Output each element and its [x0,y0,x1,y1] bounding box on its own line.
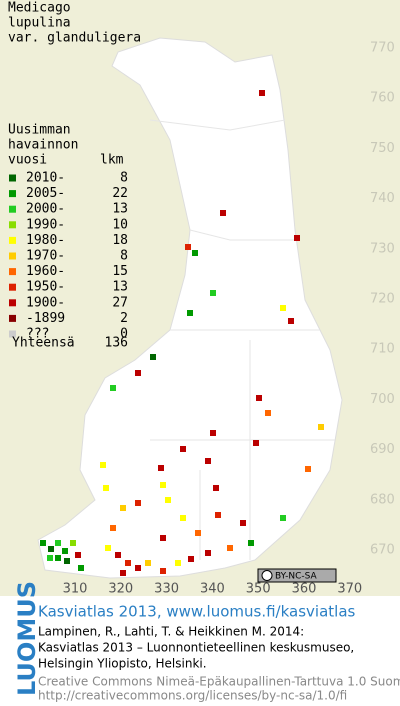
northing-label: 750 [370,141,395,156]
legend-swatch [9,252,16,260]
region-borders [149,119,335,560]
easting-label: 350 [246,582,271,597]
legend-count: 13 [112,202,128,217]
footer-background [0,596,400,702]
logo: LUOMUS [13,581,41,696]
finland-outline [37,37,343,579]
legend-label: 2005- [26,186,65,201]
legend-count: 22 [112,186,128,201]
citation-line: Kasviatlas 2013 – Luonnontieteellinen ke… [38,641,354,655]
legend-swatch [9,283,16,291]
citation-line: Helsingin Yliopisto, Helsinki. [38,657,207,671]
legend-label: 1960- [26,264,65,279]
badge-text: BY-NC-SA [275,572,318,582]
license-badge: BY-NC-SA [257,568,337,583]
license-line: Creative Commons Nimeä-Epäkaupallinen-Ta… [38,675,400,689]
legend-count: 8 [120,249,128,264]
legend-count: 18 [112,233,128,248]
northing-label: 680 [370,492,395,507]
legend-label: 2010- [26,171,65,186]
title-line: lupulina [8,16,71,31]
northing-label: 700 [370,392,395,407]
legend-label: ??? [26,327,49,342]
legend-label: 1950- [26,280,65,295]
legend-label: -1899 [26,311,65,326]
legend-swatch [9,190,16,198]
easting-label: 340 [200,582,225,597]
title-line: Medicago [8,1,71,16]
coordinate-labels: 770 760 750 740 730 720 710 700 690 680 670 310 320 3… [63,41,395,597]
northing-label: 690 [370,442,395,457]
northing-label: 770 [370,41,395,56]
legend-total-label: Yhteensä [12,336,75,351]
legend-column: vuosi [8,153,47,168]
legend-label: 2000- [26,202,65,217]
northing-label: 760 [370,91,395,106]
easting-label: 330 [154,582,179,597]
legend-count: 15 [112,264,128,279]
license-line: http://creativecommons.org/licenses/by-n… [38,689,347,703]
easting-label: 320 [108,582,133,597]
legend-swatch [9,221,16,229]
occurrence-squares [40,90,324,576]
legend-count: 27 [112,295,128,310]
legend-label: 1900- [26,295,65,310]
legend-swatch [9,299,16,307]
legend-swatch [9,236,16,244]
citation-line: Lampinen, R., Lahti, T. & Heikkinen M. 2… [38,625,304,639]
legend-swatch [9,330,16,338]
cc-icon [261,570,273,581]
legend-total: 136 [105,336,128,351]
northing-label: 740 [370,191,395,206]
easting-label: 310 [63,582,88,597]
legend-swatch [9,205,16,213]
legend-column: lkm [100,153,124,168]
northing-label: 710 [370,342,395,357]
easting-label: 370 [337,582,362,597]
legend-label: 1980- [26,233,65,248]
legend-header: havainnon [8,138,78,153]
northing-label: 720 [370,292,395,307]
legend-count: 0 [120,327,128,342]
legend-count: 10 [112,217,128,232]
easting-label: 360 [292,582,317,597]
legend-swatch [9,174,16,182]
legend-swatch [9,268,16,276]
legend-count: 8 [120,171,128,186]
legend-label: 1970- [26,249,65,264]
legend-count: 2 [120,311,128,326]
badge-box [257,568,337,583]
legend-swatch [9,314,16,322]
footer-heading: Kasviatlas 2013, www.luomus.fi/kasviatla… [38,603,356,621]
northing-label: 670 [370,543,395,558]
northing-label: 730 [370,241,395,256]
legend-count: 13 [112,280,128,295]
legend-header: Uusimman [8,123,71,138]
legend-label: 1990- [26,217,65,232]
title-line: var. glanduligera [8,31,141,46]
